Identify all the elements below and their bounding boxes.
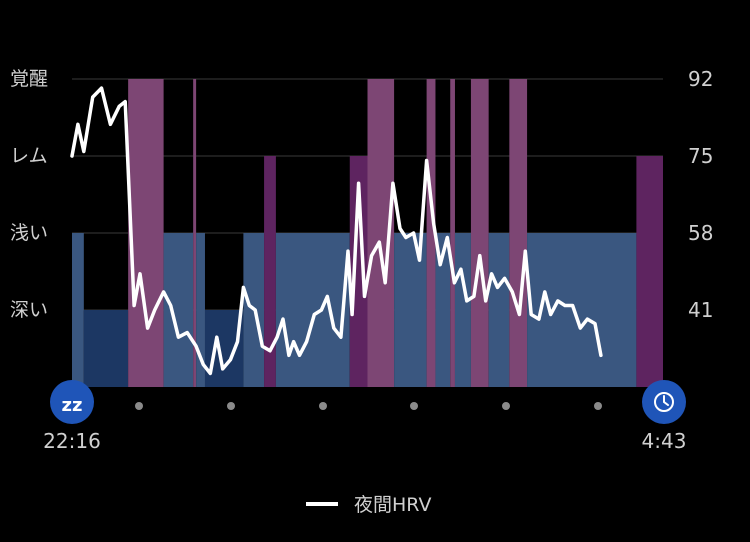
x-axis-dot [502, 402, 510, 410]
y-right-tick-label: 41 [688, 298, 713, 322]
x-axis-dots [135, 402, 602, 410]
stage-bar-light [196, 233, 205, 387]
hrv-line [70, 86, 603, 376]
y-right-tick-label: 75 [688, 144, 713, 168]
stage-bar-awake [450, 79, 455, 387]
x-end-label: 4:43 [642, 429, 687, 453]
stage-bar-light [275, 233, 350, 387]
x-axis-dot [410, 402, 418, 410]
stage-bar-rem [349, 156, 368, 387]
stage-bar-light [488, 233, 510, 387]
stage-bar-deep [204, 310, 244, 387]
clock-hands [663, 395, 669, 406]
y-left-tick-label: 覚醒 [10, 68, 48, 90]
sleep-zz-icon[interactable] [50, 380, 94, 424]
y-axis-right: 92 75 58 41 [688, 67, 713, 322]
stage-bar-awake [128, 79, 164, 387]
sleep-stage-bars [72, 79, 663, 387]
start-marker[interactable]: zz [50, 380, 94, 424]
legend-label: 夜間HRV [354, 494, 431, 516]
y-left-tick-label: レム [10, 145, 48, 167]
x-axis-dot [594, 402, 602, 410]
y-right-tick-label: 92 [688, 67, 713, 91]
stage-bar-awake [193, 79, 197, 387]
y-left-tick-label: 浅い [10, 222, 48, 244]
clock-face [654, 392, 674, 412]
end-marker[interactable] [642, 380, 686, 424]
y-right-tick-label: 58 [688, 221, 713, 245]
stage-bar-light [394, 233, 427, 387]
hrv-series [70, 86, 603, 376]
x-axis-dot [135, 402, 143, 410]
stage-bar-awake [509, 79, 528, 387]
stage-bar-rem [264, 156, 276, 387]
legend: 夜間HRV [306, 494, 431, 516]
stage-bar-awake [470, 79, 489, 387]
stage-bar-rem [636, 156, 663, 387]
zz-glyph: zz [62, 395, 83, 416]
y-left-tick-label: 深い [10, 299, 48, 321]
x-start-label: 22:16 [43, 429, 101, 453]
stage-bar-light [163, 233, 194, 387]
stage-bar-light [435, 233, 451, 387]
stage-bar-light [527, 233, 637, 387]
stage-bar-light [72, 233, 84, 387]
stage-bar-deep [83, 310, 129, 387]
stage-bar-awake [426, 79, 436, 387]
x-axis-dot [227, 402, 235, 410]
x-axis-dot [319, 402, 327, 410]
stage-bar-light [454, 233, 471, 387]
